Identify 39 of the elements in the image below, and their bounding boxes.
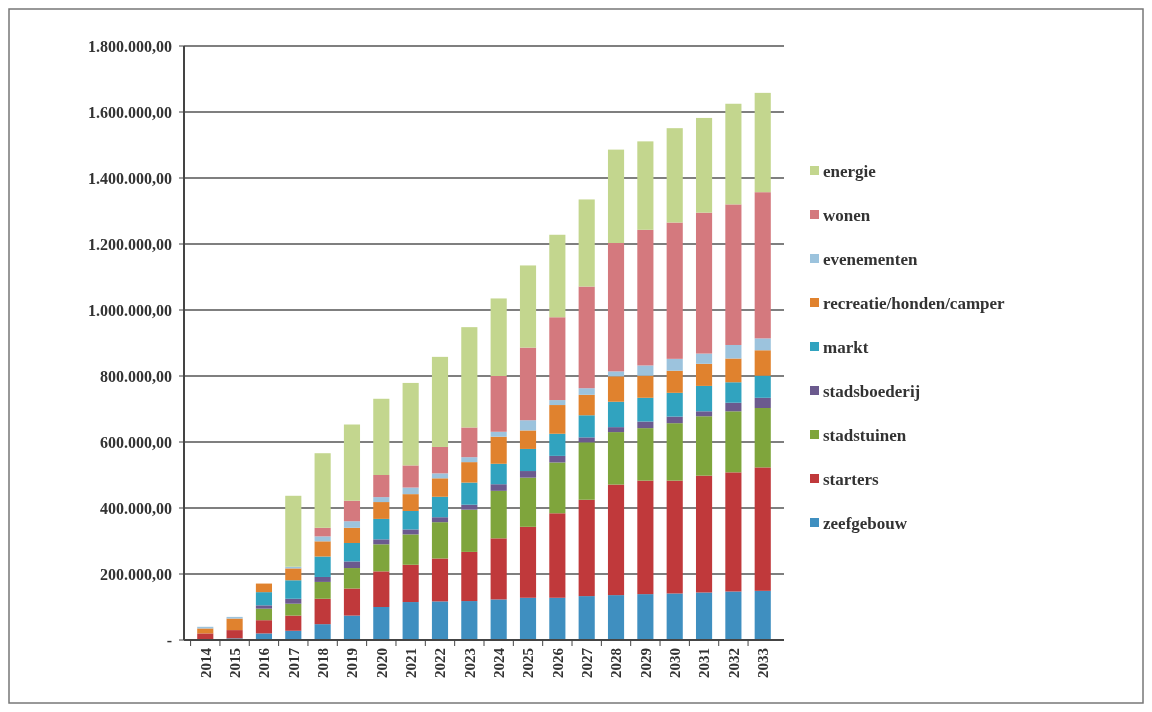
legend-label: evenementen: [823, 249, 918, 269]
x-tick-label: 2029: [637, 648, 654, 678]
y-tick-label: 1.800.000,00: [88, 37, 172, 55]
x-tick-label: 2030: [666, 648, 683, 678]
x-tick-label: 2015: [226, 648, 243, 678]
x-tick-label: 2025: [520, 648, 537, 678]
x-tick-label: 2014: [197, 647, 214, 678]
x-tick-label: 2023: [461, 648, 478, 678]
x-tick-label: 2032: [725, 648, 742, 678]
y-tick-label: 1.200.000,00: [88, 235, 172, 253]
x-tick-label: 2028: [608, 648, 625, 678]
y-tick-label: 800.000,00: [100, 367, 172, 385]
x-tick-label: 2026: [549, 647, 566, 678]
y-tick-label: 400.000,00: [100, 499, 172, 517]
x-tick-label: 2021: [402, 648, 419, 678]
x-tick-label: 2027: [578, 647, 595, 678]
legend-label: stadstuinen: [823, 425, 907, 445]
y-tick-label: 1.400.000,00: [88, 169, 172, 187]
legend-label: recreatie/honden/camper: [823, 293, 1006, 313]
y-tick-label: 1.600.000,00: [88, 103, 172, 121]
legend-label: zeefgebouw: [823, 513, 908, 533]
x-tick-label: 2020: [373, 648, 390, 678]
y-tick-label: -: [166, 631, 172, 649]
y-tick-label: 200.000,00: [100, 565, 172, 583]
y-tick-label: 600.000,00: [100, 433, 172, 451]
x-tick-label: 2017: [285, 647, 302, 678]
legend-label: stadsboederij: [823, 381, 921, 401]
legend-label: starters: [823, 469, 880, 489]
x-tick-label: 2024: [490, 647, 507, 678]
legend-label: energie: [823, 161, 877, 181]
x-tick-label: 2018: [314, 648, 331, 678]
y-tick-label: 1.000.000,00: [88, 301, 172, 319]
x-tick-label: 2022: [432, 648, 449, 678]
x-tick-label: 2019: [344, 648, 361, 678]
legend-label: wonen: [823, 205, 871, 225]
x-tick-label: 2031: [696, 648, 713, 678]
x-tick-label: 2033: [754, 648, 771, 678]
x-tick-label: 2016: [256, 647, 273, 678]
legend-label: markt: [823, 337, 869, 357]
